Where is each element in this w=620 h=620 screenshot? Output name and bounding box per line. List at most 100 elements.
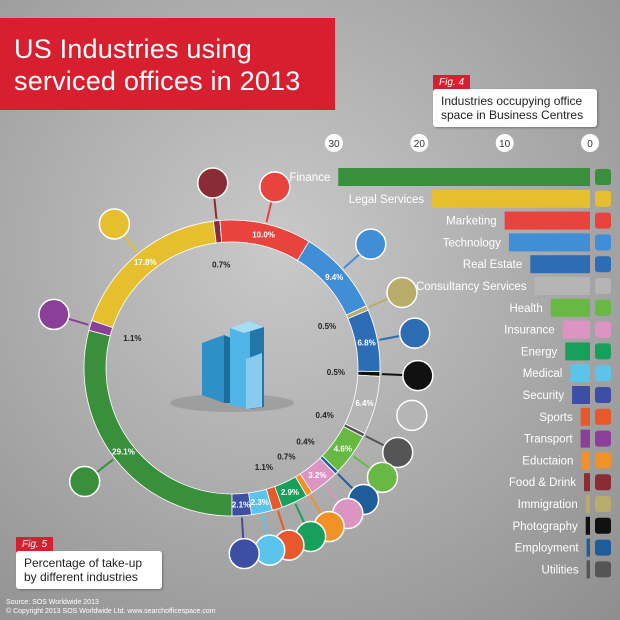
tools-icon xyxy=(381,436,414,469)
bar-label: Eductaion xyxy=(522,455,573,467)
fig5-caption-line-1: Percentage of take-up xyxy=(24,556,143,570)
donut-slice-label: 4.6% xyxy=(334,445,352,454)
fig4-caption-line-1: Industries occupying office xyxy=(441,94,583,108)
bar-9 xyxy=(565,342,590,361)
bar-15 xyxy=(584,473,590,492)
bar-axis: 30 20 10 0 xyxy=(325,134,599,152)
fig5-caption: Percentage of take-up by different indus… xyxy=(16,551,162,589)
title-line-2: serviced offices in 2013 xyxy=(14,66,301,96)
bar-chart: Finance Legal Services Marketing Technology… xyxy=(289,168,611,579)
fig5-caption-line-2: by different industries xyxy=(24,570,138,584)
megaphone-icon xyxy=(259,171,291,203)
bar-label: Food & Drink xyxy=(509,477,576,489)
fig4-caption: Industries occupying office space in Bus… xyxy=(433,89,597,127)
axis-tick-label: 20 xyxy=(414,139,426,150)
bar-13 xyxy=(580,429,590,448)
axis-tick-circle xyxy=(495,134,514,152)
bar-label: Utilities xyxy=(542,564,579,576)
bar-label: Energy xyxy=(521,346,558,358)
train-icon xyxy=(595,430,611,447)
donut-slice-label: 9.4% xyxy=(325,273,343,282)
money-bag-icon xyxy=(68,465,101,498)
atom-icon xyxy=(595,343,611,360)
donut-slice-label: 6.8% xyxy=(357,338,375,347)
camera-icon xyxy=(595,517,611,534)
bar-7 xyxy=(550,298,590,317)
donut-slice-label: 17.8% xyxy=(134,258,157,267)
footer-source: Source: SOS Worldwide 2013 xyxy=(6,599,99,606)
axis-tick-circle xyxy=(410,134,429,152)
key-icon xyxy=(398,317,431,349)
bar-4 xyxy=(508,233,590,252)
bar-19 xyxy=(586,560,590,579)
donut-slice-label: 2.1% xyxy=(232,501,250,510)
bar-16 xyxy=(585,495,590,513)
donut-slice-label: 3.2% xyxy=(308,471,326,480)
bar-label: Finance xyxy=(289,172,330,184)
health-cross-icon xyxy=(595,299,611,316)
bar-5 xyxy=(530,255,590,274)
bar-2 xyxy=(432,189,590,208)
umbrella-icon xyxy=(595,321,611,338)
donut-slice-label: 1.1% xyxy=(255,463,273,472)
gavel-icon xyxy=(595,190,611,207)
camera-icon xyxy=(402,359,434,392)
book-icon xyxy=(595,452,611,469)
key-icon xyxy=(595,256,611,273)
axis-tick-circle xyxy=(581,134,599,152)
fig4-tag: Fig. 4 xyxy=(433,75,471,91)
fig4-caption-line-2: space in Business Centres xyxy=(441,108,584,122)
bar-14 xyxy=(581,451,590,470)
syringe-icon xyxy=(595,365,611,382)
bar-label: Transport xyxy=(524,434,574,446)
bar-12 xyxy=(580,407,590,426)
basketball-icon xyxy=(595,408,611,425)
donut-slice-label: 0.7% xyxy=(277,453,295,462)
axis-tick-label: 30 xyxy=(328,139,340,150)
building-illustration xyxy=(170,321,294,412)
bar-label: Medical xyxy=(523,368,563,380)
bar-label: Technology xyxy=(443,237,501,249)
bar-label: Photography xyxy=(513,521,578,533)
axis-tick-label: 0 xyxy=(587,139,593,150)
footer-copyright: © Copyright 2013 SOS Worldwide Ltd. www.… xyxy=(6,608,216,615)
bar-label: Security xyxy=(523,390,565,402)
chip-icon xyxy=(354,228,387,260)
donut-slice-label: 1.1% xyxy=(123,334,141,343)
tools-icon xyxy=(595,561,611,578)
briefcase-icon xyxy=(595,539,611,556)
donut-slice-label: 0.5% xyxy=(327,368,345,377)
bar-label: Marketing xyxy=(446,216,497,228)
shield-icon xyxy=(595,387,611,403)
bar-label: Immigration xyxy=(518,499,578,511)
bar-label: Insurance xyxy=(504,325,555,337)
donut-slice-19 xyxy=(231,492,252,517)
donut-slice-label: 2.3% xyxy=(251,498,269,507)
speech-bubble-icon xyxy=(396,399,428,432)
donut-chart: 29.1% 1.1% 17.8% 0.7% 10.0% 9.4% 0.5% 6.8% 0.5% 6… xyxy=(38,167,434,570)
title-line-1: US Industries using xyxy=(14,34,252,64)
bar-10 xyxy=(570,364,590,383)
bar-6 xyxy=(534,277,590,295)
bar-17 xyxy=(585,516,590,535)
donut-slice-5 xyxy=(219,219,310,261)
title-banner: US Industries using serviced offices in … xyxy=(0,18,335,110)
axis-tick-label: 10 xyxy=(499,139,511,150)
axis-tick-circle xyxy=(325,134,343,152)
bar-3 xyxy=(504,211,590,230)
donut-slice-label: 6.4% xyxy=(355,399,373,408)
donut-slice-label: 0.4% xyxy=(316,411,334,420)
donut-slice-label: 0.7% xyxy=(212,261,230,270)
donut-slice-label: 0.4% xyxy=(296,438,314,447)
bar-label: Health xyxy=(509,303,542,315)
bar-8 xyxy=(562,320,590,339)
passport-icon xyxy=(386,276,418,309)
money-bag-icon xyxy=(595,169,611,185)
health-cross-icon xyxy=(366,461,399,494)
donut-slice-label: 0.5% xyxy=(318,322,336,331)
food-drink-icon xyxy=(595,474,611,491)
bar-label: Consultancy Services xyxy=(416,281,527,293)
gavel-icon xyxy=(98,208,131,240)
bar-label: Legal Services xyxy=(349,194,425,206)
